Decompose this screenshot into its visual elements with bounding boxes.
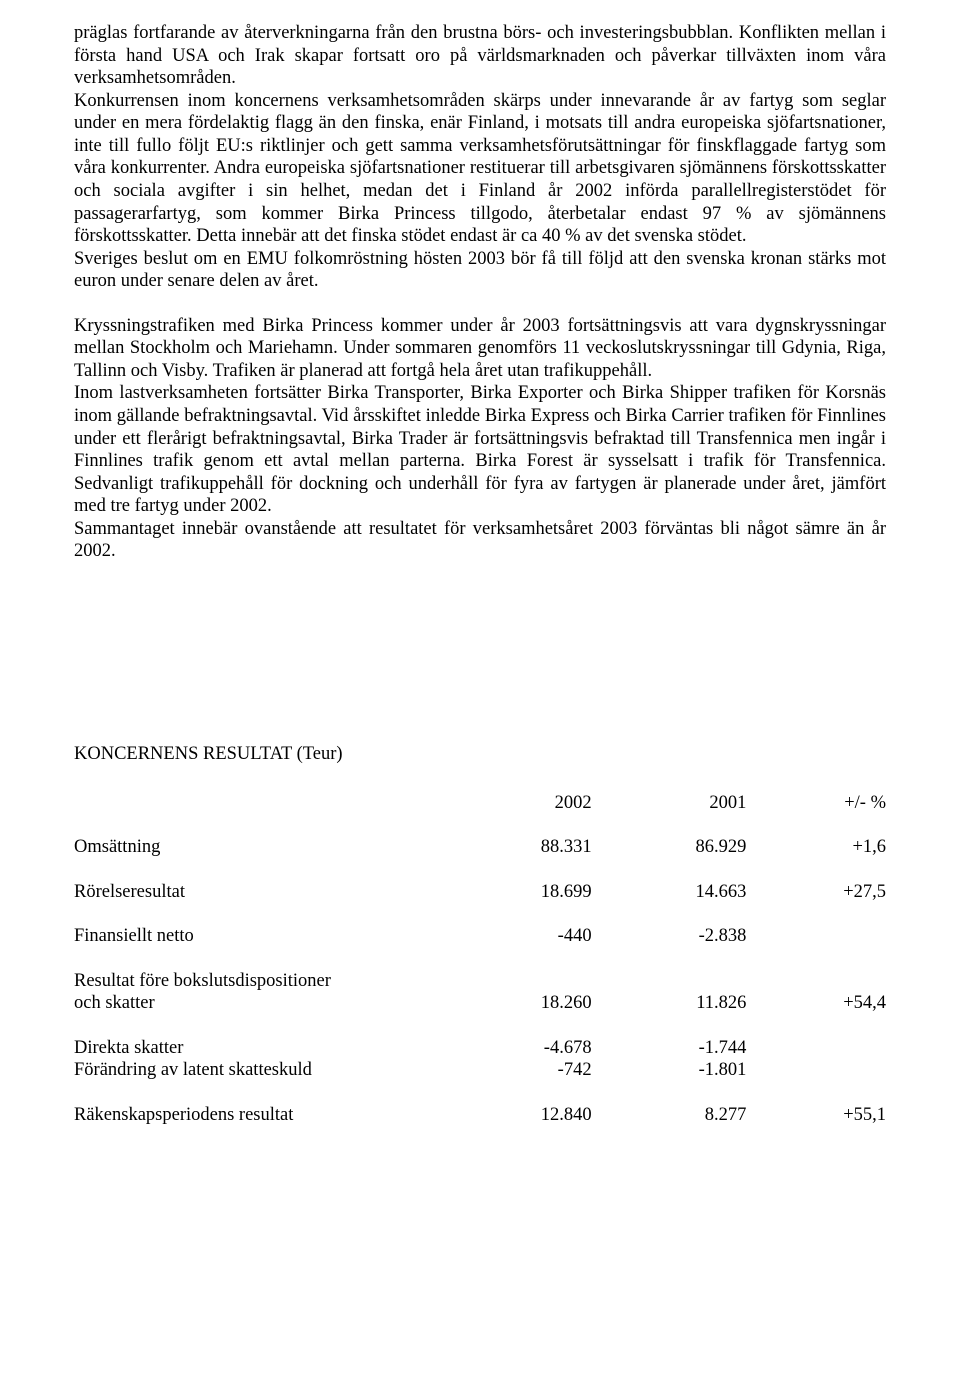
- row-label: Rörelseresultat: [74, 881, 451, 904]
- blank-line: [74, 293, 886, 315]
- row-label: Omsättning: [74, 836, 451, 859]
- row-value: [760, 970, 886, 993]
- row-label: Resultat före bokslutsdispositioner: [74, 970, 451, 993]
- table-row: Rörelseresultat 18.699 14.663 +27,5: [74, 881, 886, 904]
- row-value: [451, 970, 606, 993]
- paragraph: Inom lastverksamheten fortsätter Birka T…: [74, 382, 886, 517]
- row-value: +1,6: [760, 836, 886, 859]
- row-value: -742: [451, 1059, 606, 1082]
- paragraph: Sveriges beslut om en EMU folkomröstning…: [74, 248, 886, 293]
- header-cell-empty: [74, 792, 451, 815]
- row-value: +27,5: [760, 881, 886, 904]
- row-value: [606, 970, 761, 993]
- header-cell: +/- %: [760, 792, 886, 815]
- paragraph: Sammantaget innebär ovanstående att resu…: [74, 518, 886, 563]
- row-value: -4.678: [451, 1037, 606, 1060]
- table-row: Finansiellt netto -440 -2.838: [74, 925, 886, 948]
- row-label: och skatter: [74, 992, 451, 1015]
- table-row: Direkta skatter -4.678 -1.744: [74, 1037, 886, 1060]
- document-page: präglas fortfarande av återverkningarna …: [0, 0, 960, 1388]
- table-header-row: 2002 2001 +/- %: [74, 792, 886, 815]
- row-label: Finansiellt netto: [74, 925, 451, 948]
- paragraph: Kryssningstrafiken med Birka Princess ko…: [74, 315, 886, 383]
- row-value: 8.277: [606, 1104, 761, 1127]
- table-row: Förändring av latent skatteskuld -742 -1…: [74, 1059, 886, 1082]
- financial-table: 2002 2001 +/- % Omsättning 88.331 86.929…: [74, 792, 886, 1127]
- row-value: -1.801: [606, 1059, 761, 1082]
- row-value: +54,4: [760, 992, 886, 1015]
- row-value: 14.663: [606, 881, 761, 904]
- row-value: 18.699: [451, 881, 606, 904]
- header-cell: 2001: [606, 792, 761, 815]
- row-value: 11.826: [606, 992, 761, 1015]
- table-title: KONCERNENS RESULTAT (Teur): [74, 743, 886, 766]
- table-row: och skatter 18.260 11.826 +54,4: [74, 992, 886, 1015]
- row-value: 18.260: [451, 992, 606, 1015]
- row-value: -440: [451, 925, 606, 948]
- row-value: [760, 1059, 886, 1082]
- row-label: Räkenskapsperiodens resultat: [74, 1104, 451, 1127]
- paragraph: präglas fortfarande av återverkningarna …: [74, 22, 886, 90]
- row-value: 86.929: [606, 836, 761, 859]
- row-label: Direkta skatter: [74, 1037, 451, 1060]
- table-row: Räkenskapsperiodens resultat 12.840 8.27…: [74, 1104, 886, 1127]
- row-value: [760, 1037, 886, 1060]
- row-value: -2.838: [606, 925, 761, 948]
- table-row: Omsättning 88.331 86.929 +1,6: [74, 836, 886, 859]
- row-value: [760, 925, 886, 948]
- paragraph: Konkurrensen inom koncernens verksamhets…: [74, 90, 886, 248]
- row-value: 88.331: [451, 836, 606, 859]
- table-row: Resultat före bokslutsdispositioner: [74, 970, 886, 993]
- row-value: 12.840: [451, 1104, 606, 1127]
- row-value: -1.744: [606, 1037, 761, 1060]
- row-label: Förändring av latent skatteskuld: [74, 1059, 451, 1082]
- header-cell: 2002: [451, 792, 606, 815]
- row-value: +55,1: [760, 1104, 886, 1127]
